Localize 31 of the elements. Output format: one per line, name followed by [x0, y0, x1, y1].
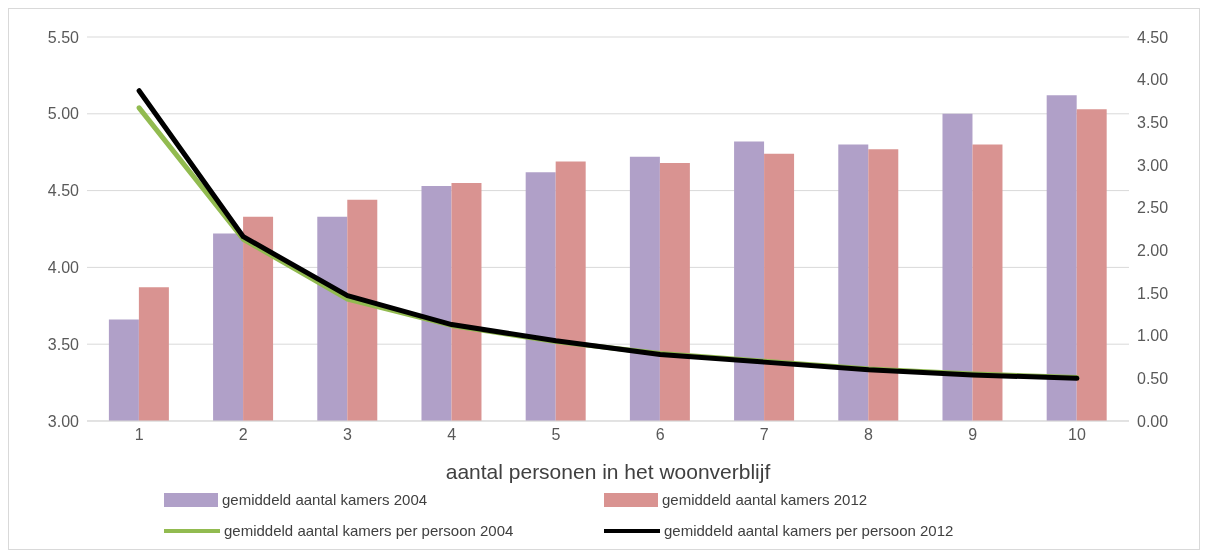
x-tick-label: 7: [759, 426, 769, 444]
y-tick-label: 4.00: [47, 259, 80, 277]
y-tick-label: 3.50: [47, 335, 80, 353]
x-tick-label: 10: [1068, 426, 1086, 444]
y2-tick-label: 3.50: [1137, 114, 1169, 132]
y-tick-label: 3.00: [47, 412, 80, 430]
x-tick-label: 8: [864, 426, 874, 444]
y2-tick-label: 1.50: [1137, 284, 1169, 302]
x-tick-label: 6: [655, 426, 665, 444]
y-tick-label: 5.00: [47, 105, 80, 123]
legend-label: gemiddeld aantal kamers per persoon 2012: [664, 522, 954, 539]
y2-tick-label: 4.50: [1137, 28, 1169, 46]
y-tick-label: 4.50: [47, 182, 80, 200]
x-tick-label: 3: [343, 426, 353, 444]
y2-tick-label: 0.50: [1137, 370, 1169, 388]
legend-label: gemiddeld aantal kamers per persoon 2004: [224, 522, 514, 539]
x-tick-label: 5: [551, 426, 561, 444]
y2-tick-label: 2.50: [1137, 199, 1169, 217]
y2-tick-label: 0.00: [1137, 412, 1169, 430]
y2-tick-label: 1.00: [1137, 327, 1169, 345]
x-tick-label: 4: [447, 426, 457, 444]
legend-label: gemiddeld aantal kamers 2012: [662, 491, 868, 508]
x-tick-label: 9: [968, 426, 978, 444]
legend-label: gemiddeld aantal kamers 2004: [222, 491, 428, 508]
x-tick-label: 2: [238, 426, 248, 444]
y2-tick-label: 2.00: [1137, 242, 1169, 260]
y-tick-label: 5.50: [47, 28, 80, 46]
y2-tick-label: 4.00: [1137, 71, 1169, 89]
x-axis-title: aantal personen in het woonverblijf: [445, 460, 771, 483]
x-tick-label: 1: [134, 426, 144, 444]
y2-tick-label: 3.00: [1137, 156, 1169, 174]
